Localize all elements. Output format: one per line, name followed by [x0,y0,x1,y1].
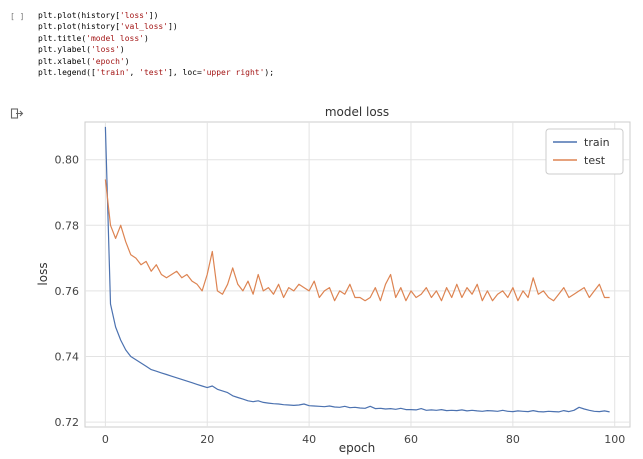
legend-box [545,128,624,175]
loss-chart: 0 20 40 60 80 100 0.72 0.74 0.76 0.78 0.80 model l… [36,105,631,455]
code-string: 'loss' [90,45,120,55]
code-token: ) [119,45,125,55]
grid [85,122,630,427]
run-cell-button[interactable]: [ ] [10,12,25,21]
x-tick-label: 60 [404,433,418,446]
y-tick-label: 0.80 [55,154,80,167]
code-token: plt.ylabel( [38,45,91,55]
legend-label-test: test [584,154,606,167]
code-line: plt.legend(['train', 'test'], loc='upper… [38,68,274,77]
x-tick-label: 40 [302,433,316,446]
code-string: 'model loss' [86,33,144,43]
code-line: plt.ylabel('loss') [38,45,125,54]
chart-title: model loss [325,105,389,119]
x-axis-label: epoch [339,441,376,455]
code-token: ) [143,33,149,43]
legend-label-train: train [584,136,610,149]
code-string: 'upper right' [201,68,265,78]
code-line: plt.plot(history['loss']) [38,11,158,20]
y-tick-label: 0.78 [55,219,80,232]
code-token: ]) [148,11,159,20]
x-tick-label: 20 [200,433,214,446]
code-line: plt.title('model loss') [38,34,149,43]
code-token: , [129,68,140,78]
code-string: 'loss' [119,11,149,20]
code-string: 'train' [95,68,130,78]
code-token: plt.xlabel( [38,56,91,66]
code-token: plt.plot(history[ [38,22,120,32]
y-tick-label: 0.72 [55,416,80,429]
code-token: ); [264,68,275,78]
code-token: ], loc= [168,68,202,78]
y-tick-label: 0.74 [55,350,80,363]
plot-area [84,121,631,428]
code-string: 'val_loss' [119,22,169,32]
x-tick-label: 80 [506,433,520,446]
code-editor[interactable]: plt.plot(history['loss']) plt.plot(histo… [38,10,274,78]
tick-labels: 0 20 40 60 80 100 0.72 0.74 0.76 0.78 0.80 [55,154,626,446]
code-token: plt.plot(history[ [38,11,120,20]
code-string: 'test' [139,68,169,78]
code-line: plt.xlabel('epoch') [38,57,130,66]
x-tick-label: 100 [604,433,625,446]
output-arrow-icon [10,108,24,119]
code-line: plt.plot(history['val_loss']) [38,22,178,31]
code-token: plt.legend([ [38,68,96,78]
code-cell[interactable]: [ ] plt.plot(history['loss']) plt.plot(h… [0,0,643,100]
y-tick-label: 0.76 [55,285,80,298]
code-token: ]) [168,22,178,32]
series-line-train [104,126,610,413]
code-string: 'epoch' [90,56,125,66]
code-token: ) [124,56,130,66]
legend: train test [545,128,624,175]
x-tick-label: 0 [102,433,109,446]
code-token: plt.title( [38,33,87,43]
y-axis-label: loss [36,262,50,285]
series-line-test [104,179,610,302]
series-lines [104,126,610,413]
